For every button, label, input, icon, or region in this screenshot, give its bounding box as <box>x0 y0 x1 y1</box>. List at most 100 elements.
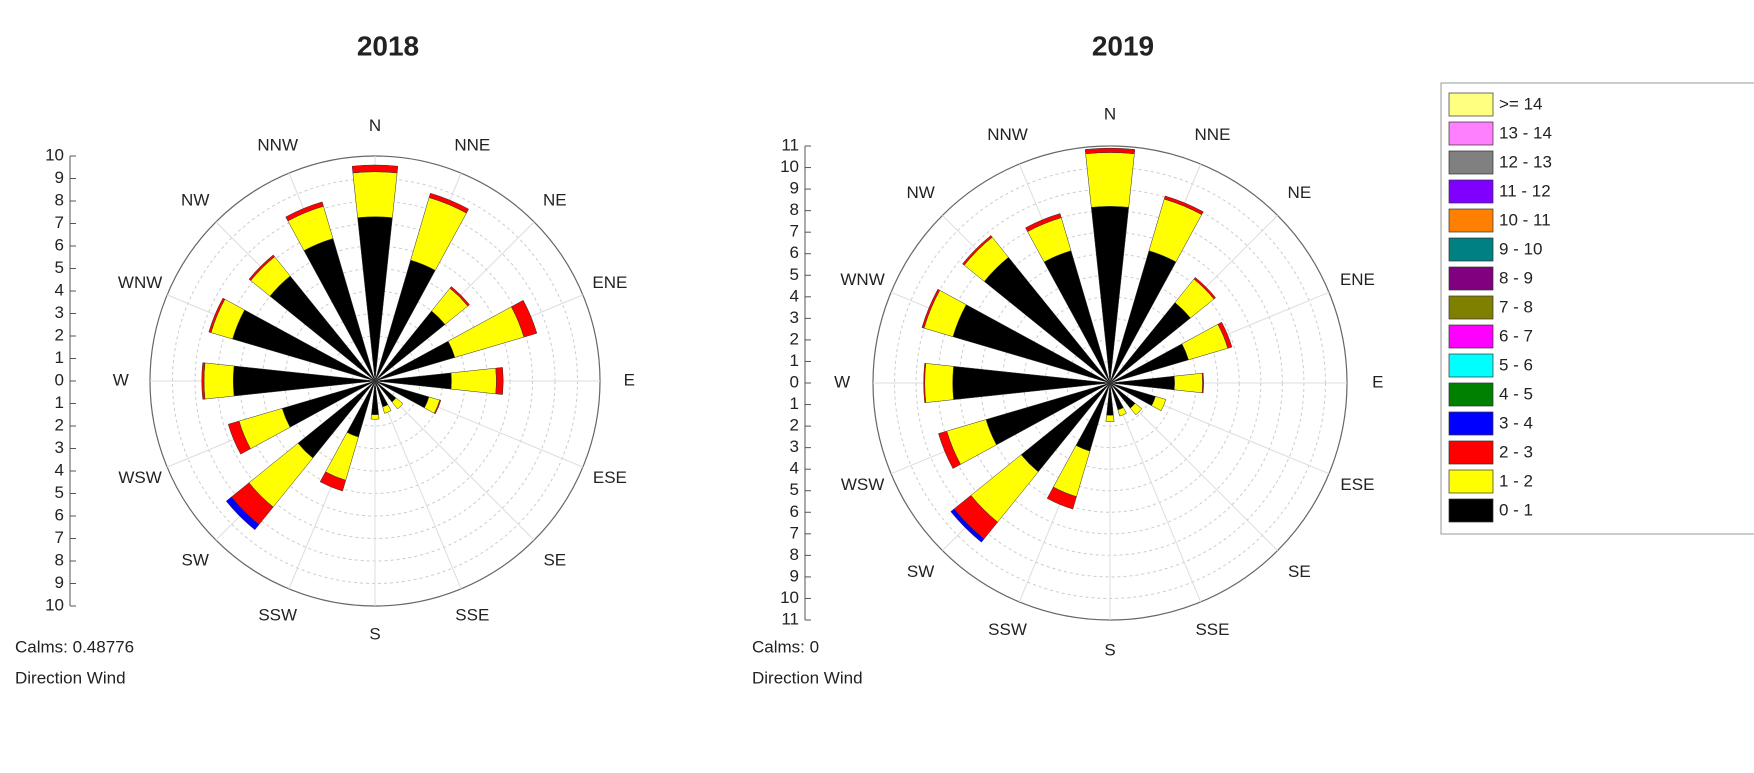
legend-label: 2 - 3 <box>1499 442 1533 461</box>
y-tick-label: 0 <box>55 370 64 389</box>
spoke <box>374 380 462 590</box>
y-tick-label: 7 <box>790 523 799 542</box>
wedge-segment <box>924 363 954 403</box>
legend-swatch <box>1448 440 1494 465</box>
legend-label: 1 - 2 <box>1499 471 1533 490</box>
y-tick-label: 6 <box>790 502 799 521</box>
y-tick-label: 4 <box>790 286 799 305</box>
legend-label: 7 - 8 <box>1499 297 1533 316</box>
wedge-segment <box>1025 213 1062 232</box>
legend-label: 5 - 6 <box>1499 355 1533 374</box>
calms-label: Calms: 0 <box>752 637 819 656</box>
wedge-segment <box>447 306 525 358</box>
y-tick-label: 10 <box>45 145 64 164</box>
direction-label: NNE <box>454 136 490 155</box>
legend-label: 11 - 12 <box>1499 181 1551 200</box>
direction-label: NW <box>906 183 934 202</box>
direction-label: ESE <box>1340 475 1374 494</box>
wedge-segment <box>938 430 961 469</box>
legend-swatch <box>1448 469 1494 494</box>
legend-swatch <box>1448 92 1494 117</box>
wedge-segment <box>351 164 399 174</box>
direction-label: ENE <box>1340 270 1375 289</box>
y-tick-label: 1 <box>790 394 799 413</box>
calms-label: Calms: 0.48776 <box>15 637 134 656</box>
wedge-segment <box>449 286 470 307</box>
wedge-segment <box>391 397 404 410</box>
y-tick-label: 8 <box>790 200 799 219</box>
wedge-segment <box>1217 321 1233 349</box>
y-tick-label: 5 <box>55 258 64 277</box>
y-tick-label: 10 <box>45 595 64 614</box>
y-tick-label: 0 <box>790 372 799 391</box>
wedge-segment <box>950 508 985 543</box>
direction-label: SE <box>1288 562 1311 581</box>
y-tick-label: 2 <box>790 329 799 348</box>
y-tick-label: 9 <box>55 573 64 592</box>
direction-label: SSW <box>988 620 1027 639</box>
direction-label: NNE <box>1195 125 1231 144</box>
legend-label: 8 - 9 <box>1499 268 1533 287</box>
wedge-segment <box>1117 407 1127 417</box>
y-tick-label: 3 <box>55 303 64 322</box>
wedge-segment <box>495 367 504 395</box>
legend-swatch <box>1448 324 1494 349</box>
wedge-segment <box>923 363 927 403</box>
legend-swatch <box>1448 498 1494 523</box>
direction-label: W <box>834 372 850 391</box>
legend-swatch <box>1448 266 1494 291</box>
legend-label: 6 - 7 <box>1499 326 1533 345</box>
direction-label: SW <box>182 550 209 569</box>
y-tick-label: 8 <box>55 550 64 569</box>
y-tick-label: 2 <box>55 325 64 344</box>
wedge-segment <box>1046 486 1077 510</box>
legend-swatch <box>1448 179 1494 204</box>
y-tick-label: 5 <box>790 265 799 284</box>
wedge-segment <box>450 367 497 395</box>
legend-swatch <box>1448 353 1494 378</box>
y-tick-label: 9 <box>790 179 799 198</box>
wedge-segment <box>1163 195 1204 215</box>
chart-title: 2019 <box>1092 30 1154 61</box>
direction-label: SE <box>543 550 566 569</box>
y-tick-label: 8 <box>55 190 64 209</box>
y-tick-label: 11 <box>781 609 799 628</box>
direction-label: WNW <box>840 270 884 289</box>
y-tick-label: 6 <box>55 505 64 524</box>
direction-label: WNW <box>118 273 162 292</box>
legend-label: 9 - 10 <box>1499 239 1542 258</box>
wedge-segment <box>1052 445 1091 497</box>
subtitle: Direction Wind <box>15 668 126 687</box>
wedge-segment <box>1085 152 1135 208</box>
wedge-segment <box>227 420 251 455</box>
direction-label: E <box>624 370 635 389</box>
direction-label: NNW <box>987 125 1028 144</box>
wedge-segment <box>1201 372 1204 394</box>
y-tick-label: 5 <box>790 480 799 499</box>
wedge-segment <box>203 362 235 400</box>
wedge-segment <box>1151 396 1167 412</box>
legend-swatch <box>1448 411 1494 436</box>
spoke <box>374 380 535 541</box>
wedge-segment <box>1105 414 1115 423</box>
y-tick-label: 8 <box>790 545 799 564</box>
y-tick-label: 4 <box>55 460 64 479</box>
direction-label: W <box>113 370 129 389</box>
y-tick-label: 7 <box>55 528 64 547</box>
direction-label: SW <box>907 562 934 581</box>
direction-label: WSW <box>841 475 884 494</box>
direction-label: NW <box>181 191 209 210</box>
y-tick-label: 11 <box>781 135 799 154</box>
direction-label: S <box>369 625 380 644</box>
wedge-segment <box>248 254 275 281</box>
wedge-segment <box>1173 372 1203 394</box>
legend-label: 13 - 14 <box>1499 123 1552 142</box>
y-tick-label: 4 <box>790 459 799 478</box>
wedge-segment <box>319 471 347 492</box>
legend-swatch <box>1448 208 1494 233</box>
wedge-segment <box>1129 402 1143 416</box>
direction-label: ENE <box>592 273 627 292</box>
wedge-segment <box>510 299 538 338</box>
